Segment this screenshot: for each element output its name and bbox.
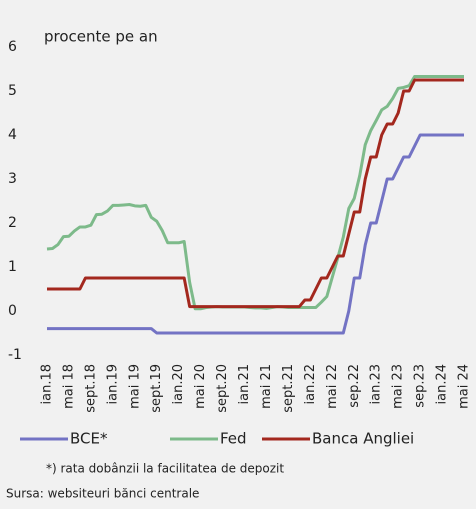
y-tick-label: -1 [8,347,22,363]
y-tick-label: 6 [8,39,17,55]
x-tick-label: sept.20 [215,364,230,413]
x-tick-label: mai 22 [325,364,340,409]
legend-label: BCE* [70,430,108,448]
y-tick-label: 5 [8,83,17,99]
y-tick-label: 1 [8,259,17,275]
x-tick-label: sep.23 [413,364,428,408]
x-tick-label: ian.23 [369,364,384,405]
x-tick-label: ian.20 [171,364,186,405]
x-tick-label: mai 23 [391,364,406,409]
x-tick-label: sept.18 [83,364,98,413]
series-line [47,133,464,335]
legend-label: Banca Angliei [312,430,414,448]
source: Sursa: websiteuri bănci centrale [6,487,199,501]
x-tick-label: sep.22 [347,364,362,408]
y-tick-label: 3 [8,171,17,187]
y-tick-label: 4 [8,127,17,143]
x-tick-label: ian.24 [435,364,450,405]
x-tick-label: mai 18 [61,364,76,409]
x-tick-label: ian.18 [40,364,55,405]
y-tick-label: 2 [8,215,17,231]
x-tick-label: mai 21 [259,364,274,409]
footnote: *) rata dobânzii la facilitatea de depoz… [46,462,284,476]
x-tick-label: sept.21 [281,364,296,413]
subtitle: procente pe an [44,28,158,46]
x-tick-label: sept.19 [149,364,164,413]
x-tick-label: mai 20 [193,364,208,409]
y-tick-label: 0 [8,303,17,319]
series-line [47,78,464,309]
x-tick-label: mai 24 [457,364,472,409]
x-tick-label: ian.19 [105,364,120,405]
x-tick-label: mai 19 [127,364,142,409]
legend-label: Fed [220,430,247,448]
x-tick-label: ian.22 [303,364,318,405]
x-tick-label: ian.21 [237,364,252,405]
